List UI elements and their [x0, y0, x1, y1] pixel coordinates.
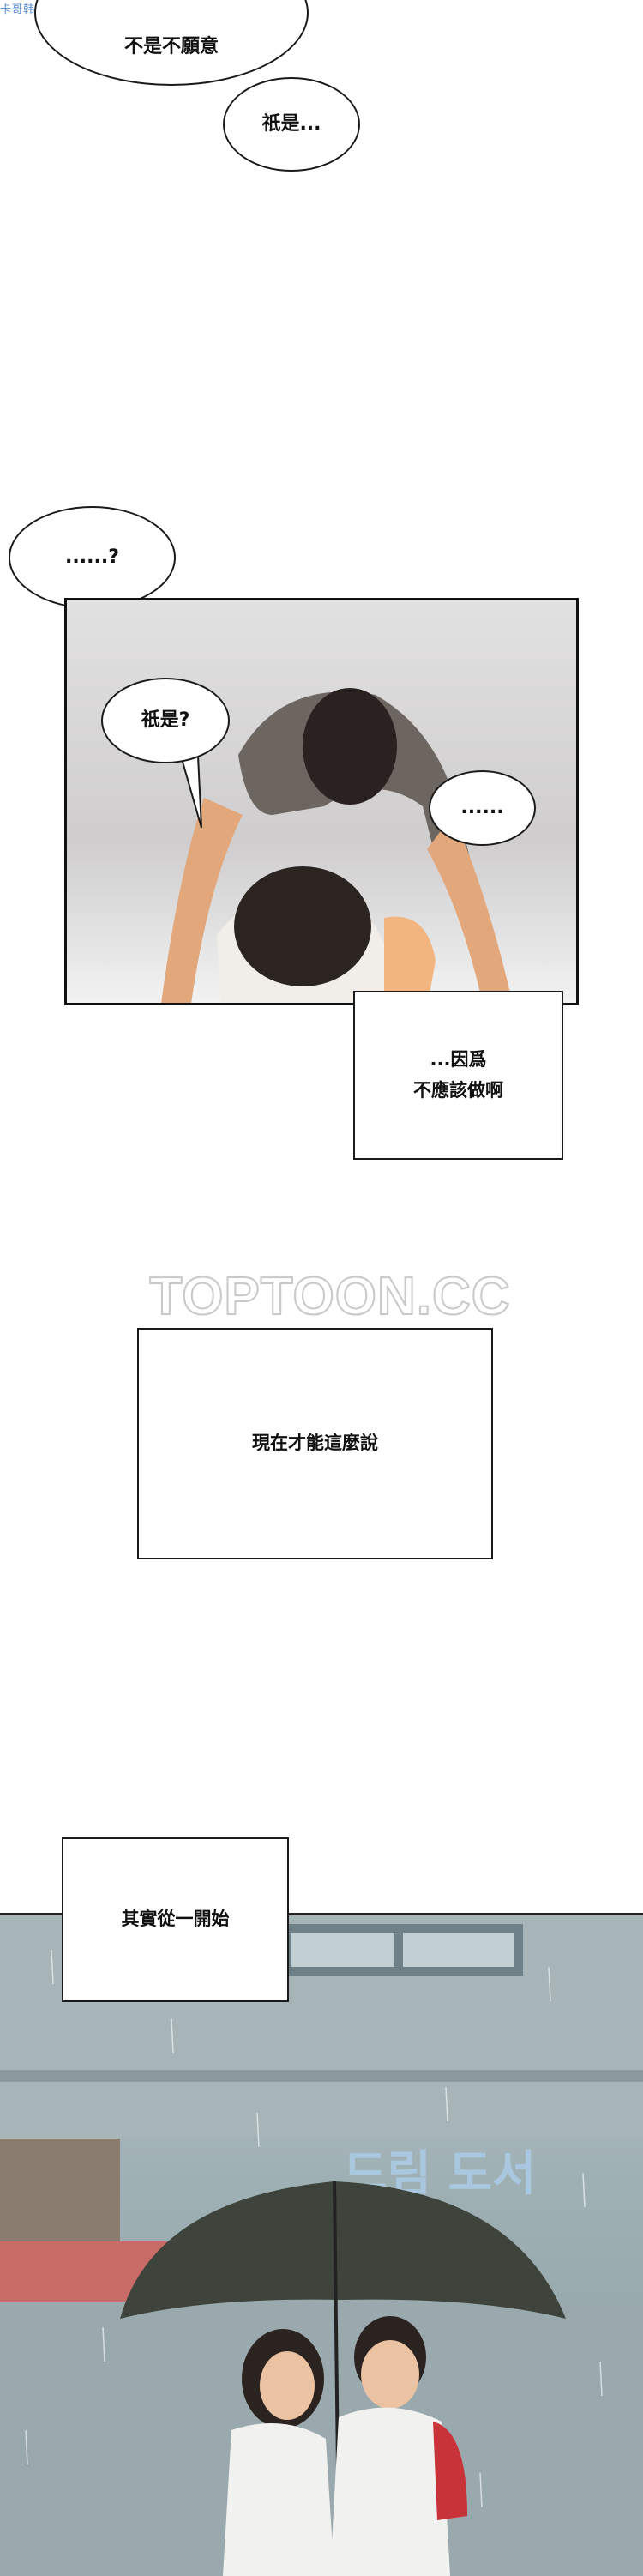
site-watermark: TOPTOON.CC: [148, 1266, 511, 1327]
speech-bubble-4: 祇是?: [101, 678, 230, 763]
speech-bubble-5: ......: [429, 770, 536, 846]
speech-bubble-1: 不是不願意: [34, 0, 309, 86]
characters-illustration: [161, 688, 513, 1003]
narration-box-1: ...因爲 不應該做啊: [353, 991, 563, 1160]
narration-box-2: 現在才能這麼說: [137, 1328, 493, 1559]
speech-text-2: 祇是...: [261, 113, 322, 136]
narration-text-1b: 不應該做啊: [413, 1079, 503, 1101]
illustration-panel-1: [64, 598, 579, 1005]
speech-text-3: ......?: [65, 546, 119, 569]
illustration-panel-2: 드림 도서: [0, 1913, 643, 2576]
speech-bubble-3: ......?: [9, 506, 176, 609]
narration-text-2: 現在才能這麼說: [252, 1433, 378, 1454]
speech-text-5: ......: [460, 797, 504, 819]
speech-text-1: 不是不願意: [123, 36, 219, 58]
rain-scene-illustration: 드림 도서: [0, 1915, 643, 2576]
narration-text-1a: ...因爲: [430, 1048, 487, 1070]
speech-text-4: 祇是?: [141, 709, 190, 732]
speech-bubble-2: 祇是...: [223, 77, 360, 172]
narration-text-3: 其實從一開始: [121, 1909, 230, 1930]
narration-box-3: 其實從一開始: [62, 1837, 289, 2002]
